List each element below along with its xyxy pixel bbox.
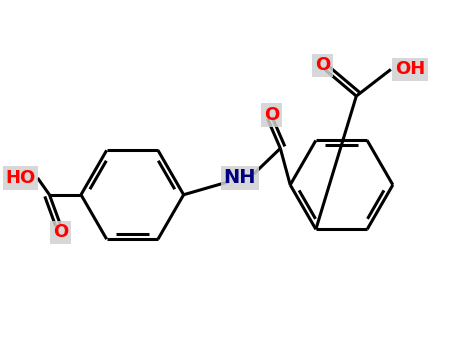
Text: NH: NH	[223, 168, 256, 188]
Text: O: O	[315, 56, 330, 75]
Text: O: O	[53, 223, 68, 241]
Text: O: O	[264, 106, 279, 124]
Text: OH: OH	[395, 61, 425, 78]
Text: HO: HO	[5, 169, 35, 187]
